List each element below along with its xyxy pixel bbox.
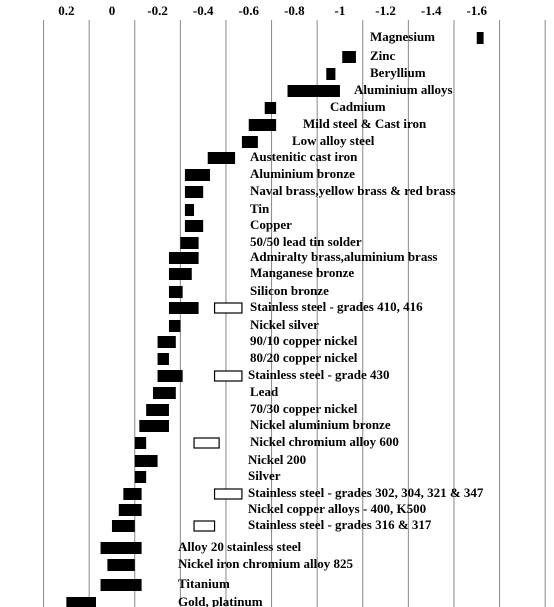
passive-range-bar: [193, 437, 220, 449]
range-bar: [207, 152, 236, 164]
material-label: Stainless steel - grades 410, 416: [250, 299, 423, 314]
range-bar: [111, 520, 135, 532]
passive-range-bar: [193, 520, 216, 532]
material-label: Mild steel & Cast iron: [303, 116, 427, 131]
passive-range-bar: [213, 302, 243, 314]
material-label: Alloy 20 stainless steel: [178, 539, 302, 554]
x-tick-label: 0.2: [58, 3, 74, 18]
material-label: Titanium: [178, 576, 230, 591]
material-label: Low alloy steel: [292, 133, 375, 148]
range-bar: [168, 252, 199, 264]
range-bar: [134, 471, 147, 483]
material-label: 70/30 copper nickel: [250, 401, 358, 416]
range-bar: [168, 268, 192, 280]
range-bar: [157, 336, 176, 348]
material-label: Stainless steel - grades 302, 304, 321 &…: [248, 485, 484, 500]
material-label: Lead: [250, 384, 279, 399]
range-bar: [168, 320, 181, 332]
material-label: Stainless steel - grade 430: [248, 367, 390, 382]
material-label: 90/10 copper nickel: [250, 333, 358, 348]
material-label: Naval brass,yellow brass & red brass: [250, 183, 456, 198]
range-bar: [184, 220, 204, 232]
x-tick-label: 0: [109, 3, 116, 18]
range-bar: [134, 437, 147, 449]
range-bar: [184, 169, 210, 181]
range-bar: [180, 237, 199, 249]
x-tick-label: -0.8: [284, 3, 305, 18]
material-label: Tin: [250, 201, 270, 216]
material-label: Copper: [250, 217, 292, 232]
material-label: Aluminium bronze: [250, 166, 355, 181]
range-bar: [146, 404, 169, 416]
x-tick-label: -1.4: [421, 3, 442, 18]
material-label: Admiralty brass,aluminium brass: [250, 249, 437, 264]
material-label: Manganese bronze: [250, 265, 354, 280]
material-label: Nickel iron chromium alloy 825: [178, 556, 354, 571]
range-bar: [134, 455, 158, 467]
material-label: Austenitic cast iron: [250, 149, 358, 164]
x-tick-label: -0.4: [193, 3, 214, 18]
x-tick-label: -1: [335, 3, 346, 18]
material-label: Nickel chromium alloy 600: [250, 434, 399, 449]
material-label: Stainless steel - grades 316 & 317: [248, 517, 432, 532]
range-bar: [118, 504, 142, 516]
passive-range-bar: [213, 370, 243, 382]
material-label: Silver: [248, 468, 281, 483]
range-bar: [157, 370, 183, 382]
range-bar: [66, 597, 96, 607]
material-label: Magnesium: [370, 29, 435, 44]
material-label: Aluminium alloys: [354, 82, 453, 97]
range-bar: [100, 579, 142, 591]
range-bar: [264, 102, 277, 114]
material-label: Nickel copper alloys - 400, K500: [248, 501, 426, 516]
material-label: Cadmium: [330, 99, 386, 114]
range-bar: [184, 204, 195, 216]
x-tick-label: -0.2: [147, 3, 168, 18]
range-bar: [168, 286, 183, 298]
range-bar: [100, 542, 142, 554]
passive-range-bar: [213, 488, 243, 500]
material-label: Nickel aluminium bronze: [250, 417, 391, 432]
range-bar: [342, 51, 356, 63]
material-label: Beryllium: [370, 65, 426, 80]
material-label: 50/50 lead tin solder: [250, 234, 362, 249]
range-bar: [184, 186, 204, 198]
material-label: Zinc: [370, 48, 396, 63]
range-bar: [168, 302, 199, 314]
range-bar: [107, 559, 135, 571]
x-tick-label: -0.6: [238, 3, 259, 18]
material-label: Gold, platinum: [178, 594, 263, 607]
material-label: Nickel silver: [250, 317, 319, 332]
range-bar: [248, 119, 277, 131]
x-tick-label: -1.6: [466, 3, 487, 18]
range-bar: [287, 85, 340, 97]
x-tick-label: -1.2: [375, 3, 396, 18]
range-bar: [153, 387, 176, 399]
range-bar: [241, 136, 258, 148]
material-label: Silicon bronze: [250, 283, 329, 298]
range-bar: [123, 488, 142, 500]
range-bar: [157, 353, 169, 365]
range-bar: [326, 68, 336, 80]
material-label: 80/20 copper nickel: [250, 350, 358, 365]
material-label: Nickel 200: [248, 452, 306, 467]
range-bar: [476, 32, 484, 44]
range-bar: [139, 420, 169, 432]
